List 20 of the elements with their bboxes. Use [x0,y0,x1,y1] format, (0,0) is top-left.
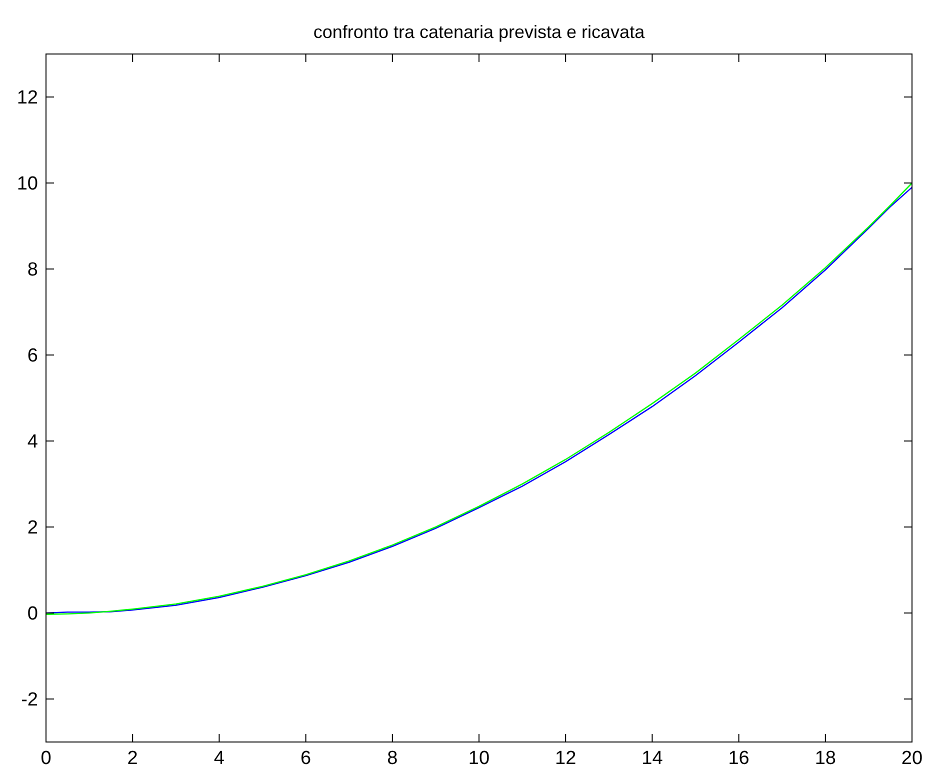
x-tick-label: 18 [814,748,836,769]
x-tick-label: 12 [555,748,576,769]
y-tick-label: 12 [16,88,38,109]
x-tick-label: 20 [901,748,923,769]
x-tick-label: 8 [387,748,398,769]
y-tick-label: 6 [27,346,38,367]
y-tick-label: 10 [16,174,38,195]
x-tick-label: 14 [642,748,664,769]
x-tick-label: 0 [40,748,52,769]
y-tick-label: -2 [21,690,38,711]
x-tick-label: 10 [468,748,490,769]
y-tick-label: 8 [27,260,38,281]
x-tick-label: 4 [214,748,225,769]
chart-title: confronto tra catenaria prevista e ricavata [313,22,646,42]
x-tick-label: 6 [300,748,312,769]
y-tick-label: 4 [27,432,38,453]
x-tick-label: 2 [127,748,138,769]
x-tick-label: 16 [728,748,750,769]
y-tick-label: 2 [27,518,38,539]
y-tick-label: 0 [27,604,38,625]
